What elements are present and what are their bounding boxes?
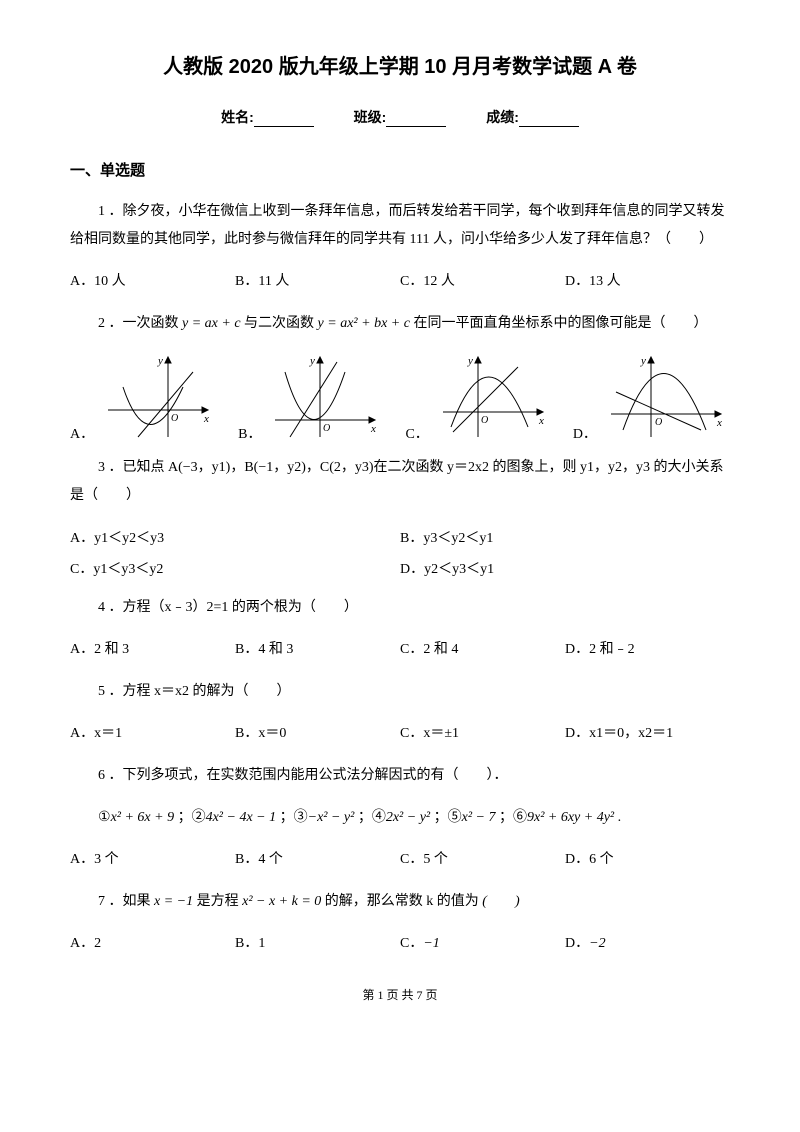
q3-opt-c: C．y1＜y3＜y2 (70, 555, 400, 586)
q6-p2: ；② (178, 810, 206, 825)
q7-paren: ( ) (482, 894, 519, 909)
page-title: 人教版 2020 版九年级上学期 10 月月考数学试题 A 卷 (70, 50, 730, 79)
q6-p5: ；⑤ (434, 810, 462, 825)
svg-text:y: y (309, 355, 315, 367)
q7-opt-a: A．2 (70, 930, 235, 958)
svg-text:x: x (716, 417, 722, 429)
q1-opt-a: A．10 人 (70, 268, 235, 296)
q4-opt-d: D．2 和﹣2 (565, 636, 730, 664)
q6-opt-d: D．6 个 (565, 846, 730, 874)
name-blank (254, 112, 314, 127)
svg-text:x: x (370, 423, 376, 435)
svg-text:y: y (467, 355, 473, 367)
info-line: 姓名: 班级: 成绩: (70, 107, 730, 127)
q2-formula2: y = ax² + bx + c (318, 316, 410, 331)
q3-text: 3 ．已知点 A(−3，y1)，B(−1，y2)，C(2，y3)在二次函数 y＝… (70, 454, 730, 510)
q5-opt-d: D．x1＝0，x2＝1 (565, 720, 730, 748)
q6-f6: 9x² + 6xy + 4y² (527, 810, 614, 825)
q4-opt-c: C．2 和 4 (400, 636, 565, 664)
q7-opt-c: C．−1 (400, 930, 565, 958)
q7-text: 7 ．如果 x = −1 是方程 x² − x + k = 0 的解，那么常数 … (70, 888, 730, 916)
q1-options: A．10 人 B．11 人 C．12 人 D．13 人 (70, 268, 730, 296)
q7-f2: x² − x + k = 0 (242, 894, 321, 909)
section-heading: 一、单选题 (70, 159, 730, 180)
svg-text:x: x (203, 413, 209, 425)
q6-f3: −x² − y² (308, 810, 355, 825)
q6-options: A．3 个 B．4 个 C．5 个 D．6 个 (70, 846, 730, 874)
q6-opt-b: B．4 个 (235, 846, 400, 874)
q7-mid: 是方程 (197, 894, 239, 909)
q6-p3: ；③ (280, 810, 308, 825)
q2-formula1: y = ax + c (182, 316, 241, 331)
q5-options: A．x＝1 B．x＝0 C．x＝±1 D．x1＝0，x2＝1 (70, 720, 730, 748)
q6-opt-c: C．5 个 (400, 846, 565, 874)
q7-opt-d: D．−2 (565, 930, 730, 958)
svg-text:O: O (655, 417, 662, 428)
q6-f2: 4x² − 4x − 1 (206, 810, 277, 825)
q4-opt-a: A．2 和 3 (70, 636, 235, 664)
q2-opt-b-label: B． (238, 428, 261, 442)
q6-f4: 2x² − y² (386, 810, 430, 825)
class-blank (386, 112, 446, 127)
q5-text: 5 ．方程 x＝x2 的解为（ ） (70, 678, 730, 706)
q7-prefix: 7 ．如果 (98, 894, 151, 909)
svg-text:y: y (640, 355, 646, 367)
q4-opt-b: B．4 和 3 (235, 636, 400, 664)
q6-p6: ；⑥ (499, 810, 527, 825)
q6-f1: x² + 6x + 9 (111, 810, 175, 825)
q2-graph-options: A． x y O B． (70, 352, 730, 442)
q6-p7: . (618, 810, 622, 825)
svg-text:O: O (481, 415, 488, 426)
graph-b-icon: x y O (265, 352, 385, 442)
svg-text:y: y (157, 355, 163, 367)
q6-opt-a: A．3 个 (70, 846, 235, 874)
q1-opt-b: B．11 人 (235, 268, 400, 296)
graph-a-icon: x y O (98, 352, 218, 442)
score-label: 成绩: (486, 109, 519, 125)
q1-opt-c: C．12 人 (400, 268, 565, 296)
q2-suffix: 在同一平面直角坐标系中的图像可能是（ ） (413, 316, 707, 331)
q7-opt-b: B．1 (235, 930, 400, 958)
q4-options: A．2 和 3 B．4 和 3 C．2 和 4 D．2 和﹣2 (70, 636, 730, 664)
q7-suffix: 的解，那么常数 k 的值为 (325, 894, 479, 909)
score-blank (519, 112, 579, 127)
page-footer: 第 1 页 共 7 页 (70, 986, 730, 1003)
q2-mid: 与二次函数 (244, 316, 314, 331)
q6-f5: x² − 7 (462, 810, 496, 825)
q2-text: 2 ．一次函数 y = ax + c 与二次函数 y = ax² + bx + … (70, 310, 730, 338)
q2-opt-c-label: C． (405, 428, 428, 442)
svg-text:O: O (171, 413, 178, 424)
graph-d-icon: x y O (601, 352, 731, 442)
q6-text: 6 ．下列多项式，在实数范围内能用公式法分解因式的有（ ）． (70, 762, 730, 790)
q1-text: 1 ．除夕夜，小华在微信上收到一条拜年信息，而后转发给若干同学，每个收到拜年信息… (70, 198, 730, 254)
q1-opt-d: D．13 人 (565, 268, 730, 296)
q5-opt-a: A．x＝1 (70, 720, 235, 748)
graph-c-icon: x y O (433, 352, 553, 442)
q2-opt-a-label: A． (70, 428, 94, 442)
q3-opt-b: B．y3＜y2＜y1 (400, 524, 730, 555)
svg-text:O: O (323, 423, 330, 434)
q5-opt-c: C．x＝±1 (400, 720, 565, 748)
q5-opt-b: B．x＝0 (235, 720, 400, 748)
q4-text: 4 ．方程（x﹣3）2=1 的两个根为（ ） (70, 594, 730, 622)
q3-options: A．y1＜y2＜y3 B．y3＜y2＜y1 C．y1＜y3＜y2 D．y2＜y3… (70, 524, 730, 586)
q2-prefix: 2 ．一次函数 (98, 316, 179, 331)
q6-p1: ① (98, 810, 111, 825)
q7-options: A．2 B．1 C．−1 D．−2 (70, 930, 730, 958)
name-label: 姓名: (221, 109, 254, 125)
q2-opt-d-label: D． (573, 428, 597, 442)
q3-opt-d: D．y2＜y3＜y1 (400, 555, 730, 586)
q6-list: ①x² + 6x + 9 ；②4x² − 4x − 1 ；③−x² − y² ；… (70, 804, 730, 832)
q7-f1: x = −1 (154, 894, 193, 909)
q6-p4: ；④ (358, 810, 386, 825)
class-label: 班级: (354, 109, 387, 125)
svg-text:x: x (538, 415, 544, 427)
q3-opt-a: A．y1＜y2＜y3 (70, 524, 400, 555)
